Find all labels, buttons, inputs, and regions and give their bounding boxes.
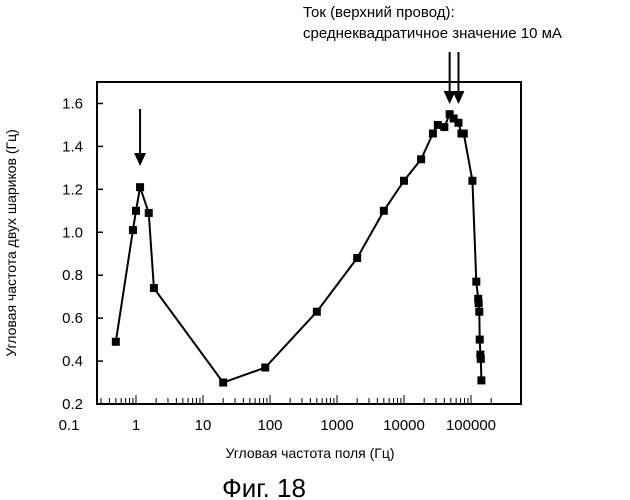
data-point xyxy=(261,363,270,372)
data-point xyxy=(476,350,485,359)
series-line xyxy=(114,112,483,384)
y-axis-title: Угловая частота двух шариков (Гц) xyxy=(3,129,19,357)
data-point xyxy=(400,176,408,185)
series-markers xyxy=(111,110,486,387)
x-axis-title: Угловая частота поля (Гц) xyxy=(225,445,394,461)
data-point xyxy=(445,110,454,119)
data-point xyxy=(353,254,362,263)
x-tick-label: 100 xyxy=(257,417,282,434)
x-tick-label: 10000 xyxy=(383,417,425,434)
data-point xyxy=(440,123,449,132)
arrow-head xyxy=(452,91,465,104)
x-tick-label: 0.1 xyxy=(59,417,80,434)
y-tick-label: 1.0 xyxy=(62,224,83,241)
data-point xyxy=(472,277,481,286)
y-tick-labels: 0.2 0.4 0.6 0.8 1.0 1.2 1.4 1.6 xyxy=(62,95,83,413)
data-point xyxy=(459,129,468,138)
data-point xyxy=(449,114,458,123)
arrow-head xyxy=(134,153,147,166)
data-point xyxy=(475,307,484,316)
data-point xyxy=(132,206,140,215)
annotation-arrows xyxy=(134,52,465,166)
data-point xyxy=(474,294,483,303)
y-tick-label: 1.6 xyxy=(62,95,83,112)
data-point xyxy=(417,155,426,164)
x-tick-label: 100000 xyxy=(446,417,496,434)
data-point xyxy=(128,226,137,235)
x-tick-labels: 0.1 1 10 100 1000 10000 100000 xyxy=(59,417,496,434)
y-tick-label: 1.2 xyxy=(62,181,83,198)
figure-caption: Фиг. 18 xyxy=(222,473,306,500)
y-tick-label: 0.8 xyxy=(62,267,83,284)
data-point xyxy=(428,129,437,138)
y-tick-label: 0.6 xyxy=(62,310,83,327)
data-point xyxy=(312,307,321,316)
data-point xyxy=(219,378,228,387)
y-tick-label: 0.2 xyxy=(62,396,83,413)
x-tick-label: 1000 xyxy=(320,417,353,434)
data-point xyxy=(475,335,484,344)
data-point xyxy=(477,376,486,385)
x-tick-label: 1 xyxy=(132,417,140,434)
data-point xyxy=(474,299,483,308)
x-tick-label: 10 xyxy=(195,417,212,434)
data-point xyxy=(149,284,158,293)
data-point xyxy=(433,120,442,129)
annotation-line-1: Ток (верхний провод): xyxy=(303,4,455,21)
arrow-head xyxy=(443,91,456,104)
series-polyline xyxy=(114,112,483,384)
data-point xyxy=(476,354,485,363)
data-point xyxy=(468,176,477,185)
data-point xyxy=(454,118,463,127)
axis-ticks xyxy=(97,102,492,405)
data-point xyxy=(379,206,388,215)
data-point xyxy=(136,183,145,192)
y-tick-label: 1.4 xyxy=(62,138,83,155)
plot-frame xyxy=(96,81,522,405)
annotation-line-2: среднеквадратичное значение 10 мА xyxy=(303,25,562,42)
data-point xyxy=(144,208,153,217)
y-tick-label: 0.4 xyxy=(62,353,83,370)
data-point xyxy=(111,337,120,346)
